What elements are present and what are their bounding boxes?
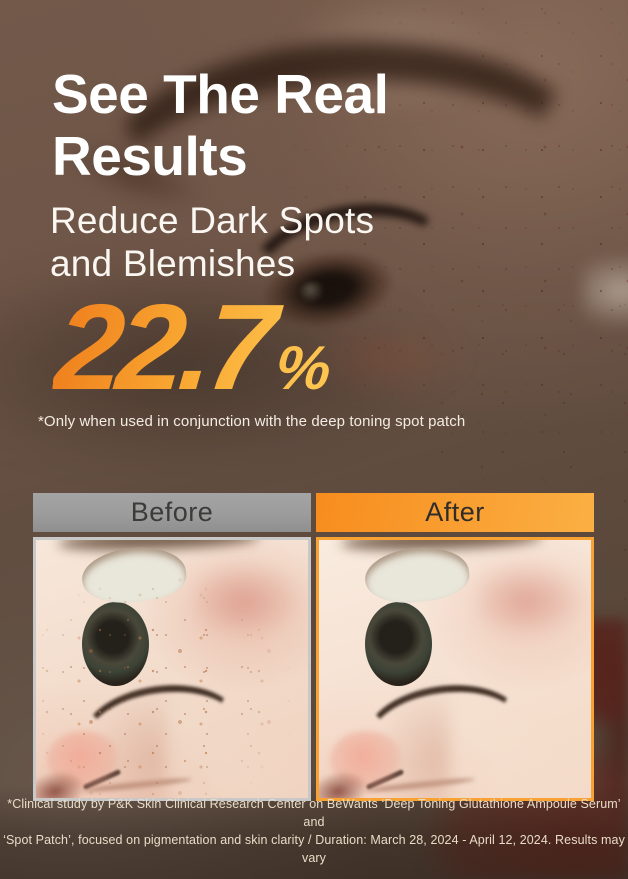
before-column: Before [33,493,311,801]
clinical-study-disclaimer: *Clinical study by P&K Skin Clinical Res… [0,795,628,867]
after-label-bar: After [316,493,594,532]
subtitle-line-1: Reduce Dark Spots [50,200,375,241]
disclaimer-line-2: ‘Spot Patch’, focused on pigmentation an… [3,833,625,865]
iris-highlight [300,282,326,302]
before-face-illustration [36,540,308,798]
forehead-sheen [230,0,560,140]
after-face-illustration [319,540,591,798]
page-title: See The Real Results [52,63,389,187]
eye-corner-shading [476,560,586,639]
title-line-1: See The Real [52,63,389,125]
nose-bridge-highlight [582,252,628,330]
improvement-statistic: 22.7 % [51,291,336,404]
statistic-value: 22.7 [50,279,276,415]
statistic-percent-sign: % [272,334,333,403]
after-column: After [316,493,594,801]
dark-spots-overlay [36,540,308,798]
before-photo [33,537,311,801]
before-label: Before [130,497,214,527]
subtitle: Reduce Dark Spots and Blemishes [50,199,374,285]
subtitle-line-2: and Blemishes [50,243,296,284]
before-label-bar: Before [33,493,311,532]
mid-shadow [0,260,440,470]
eye-shape [359,541,530,794]
title-line-2: Results [52,125,248,187]
statistic-footnote: *Only when used in conjunction with the … [38,413,466,430]
before-after-comparison: Before [33,493,594,801]
under-eye-shading [300,330,470,400]
iris-shape [365,602,433,687]
sclera-shape [362,541,472,609]
disclaimer-line-1: *Clinical study by P&K Skin Clinical Res… [7,797,621,829]
after-photo [316,537,594,801]
after-label: After [425,497,485,527]
